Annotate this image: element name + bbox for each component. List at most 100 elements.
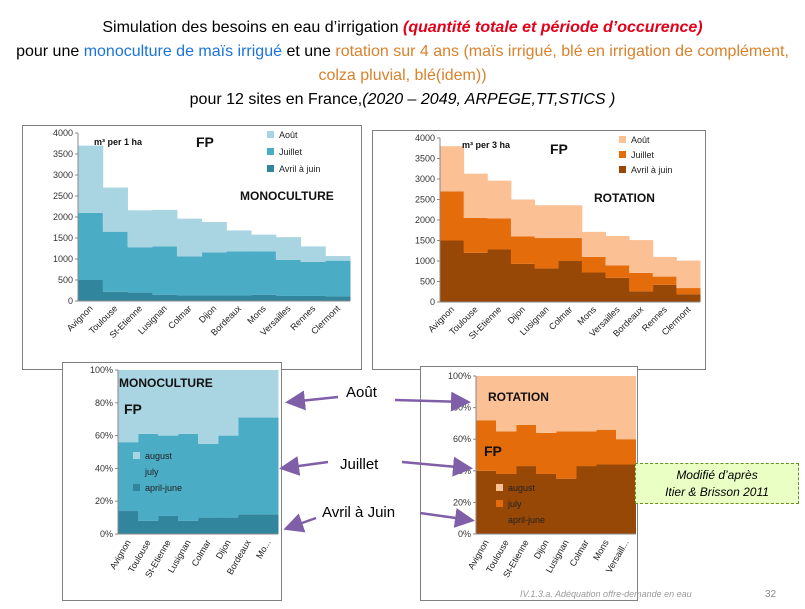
area-segment-ao-t-stetienne <box>487 180 512 219</box>
area-segment-august-mons <box>596 376 617 430</box>
unit-label: m³ per 1 ha <box>94 137 143 147</box>
chart-system-label: MONOCULTURE <box>119 376 213 390</box>
area-segment-juillet-toulouse <box>463 217 488 253</box>
area-segment-juillet-dijon <box>510 236 536 264</box>
callout-aout: Août <box>346 384 377 401</box>
area-segment-july-lusignan <box>178 433 199 521</box>
arrow-avril-left <box>283 513 317 533</box>
area-segment-july-avignon <box>476 420 497 471</box>
callout-avril: Avril à Juin <box>322 504 396 521</box>
area-segment-avril-juin-toulouse <box>463 252 488 302</box>
x-category-label: Colmar <box>547 304 575 332</box>
area-segment-juillet-bordeaux <box>629 272 654 292</box>
y-tick-label: 4000 <box>415 133 435 143</box>
chart-monoculture-absolute: 05001000150020002500300035004000AvignonT… <box>53 128 351 340</box>
area-segment-juillet-bordeaux <box>226 251 252 296</box>
area-segment-august-stetienne <box>516 376 537 425</box>
fp-tag: FP <box>124 401 142 417</box>
x-category-label: Dijon <box>197 303 219 325</box>
legend-entry: Août <box>631 135 650 145</box>
legend-entry: Avril à juin <box>631 165 672 175</box>
legend-swatch <box>267 148 274 155</box>
area-segment-april-june-dijon <box>536 473 557 534</box>
fp-tag: FP <box>196 134 214 150</box>
area-segment-july-toulouse <box>496 431 517 474</box>
area-segment-august-toulouse <box>496 376 517 432</box>
area-segment-avril-juin-mons <box>581 272 606 302</box>
area-segment-july-dijon <box>536 432 557 474</box>
callout-juillet: Juillet <box>340 456 379 473</box>
legend-entry: Avril à juin <box>279 164 320 174</box>
area-segment-avril-juin-avignon <box>78 280 104 301</box>
legend-swatch <box>496 484 503 491</box>
area-segment-juillet-versailles <box>275 259 302 296</box>
y-tick-label: 1000 <box>415 256 435 266</box>
y-tick-label: 40% <box>453 466 471 476</box>
y-tick-label: 100% <box>90 365 113 375</box>
area-segment-july-stetienne <box>516 424 537 467</box>
title-line1-a: Simulation des besoins en eau d’irrigati… <box>102 19 403 36</box>
x-category-label: Mo... <box>254 538 273 560</box>
area-segment-avril-juin-bordeaux <box>226 295 252 301</box>
area-segment-juillet-lusignan <box>534 238 559 269</box>
title-line3-a: pour 12 sites en France, <box>189 91 363 108</box>
slide-title: Simulation des besoins en eau d’irrigati… <box>0 16 805 112</box>
title-line2-c: et une <box>282 43 336 60</box>
area-segment-avril-juin-rennes <box>300 295 326 301</box>
area-segment-avril-juin-clermont <box>325 296 351 301</box>
area-segment-ao-t-clermont <box>676 260 701 289</box>
area-segment-avril-juin-colmar <box>558 261 583 302</box>
area-segment-july-dijon <box>218 435 239 518</box>
area-segment-april-june-avignon <box>476 470 497 534</box>
y-tick-label: 20% <box>95 496 113 506</box>
y-tick-label: 500 <box>420 277 435 287</box>
y-tick-label: 0% <box>100 529 113 539</box>
area-segment-july-colmar <box>576 431 597 467</box>
title-line3-b: (2020 – 2049, ARPEGE,TT,STICS ) <box>362 91 616 108</box>
area-segment-avril-juin-versailles <box>605 277 630 302</box>
chart-monoculture-percent: 0%20%40%60%80%100%AvignonToulouseSt-Etie… <box>90 365 279 579</box>
legend-swatch <box>496 516 503 523</box>
area-segment-avril-juin-bordeaux <box>629 291 654 302</box>
y-tick-label: 3500 <box>53 149 73 159</box>
area-segment-april-june-lusignan <box>178 520 199 534</box>
y-tick-label: 40% <box>95 463 113 473</box>
legend-swatch <box>133 484 140 491</box>
area-segment-august-versailles <box>616 376 636 440</box>
legend-entry: april-june <box>145 483 182 493</box>
area-segment-april-june-toulouse <box>138 520 159 534</box>
area-segment-ao-t-toulouse <box>102 187 128 232</box>
unit-label: m³ per 3 ha <box>462 140 511 150</box>
legend-entry: august <box>145 451 173 461</box>
area-segment-july-bordeaux <box>238 417 259 515</box>
legend-swatch <box>267 165 274 172</box>
y-tick-label: 0 <box>430 297 435 307</box>
area-segment-august-avignon <box>118 370 139 443</box>
area-segment-avril-juin-versailles <box>275 295 302 301</box>
legend-swatch <box>133 452 140 459</box>
area-segment-august-lusignan <box>178 370 199 434</box>
area-segment-juillet-avignon <box>78 212 104 280</box>
area-segment-ao-t-colmar <box>176 218 203 257</box>
y-tick-label: 2000 <box>53 212 73 222</box>
area-segment-avril-juin-colmar <box>176 295 203 301</box>
area-segment-ao-t-avignon <box>78 145 104 213</box>
area-segment-april-june-lusignan <box>556 478 577 534</box>
area-segment-avril-juin-clermont <box>676 294 701 302</box>
y-tick-label: 0% <box>458 529 471 539</box>
y-tick-label: 20% <box>453 497 471 507</box>
area-segment-juillet-colmar <box>558 238 583 261</box>
area-segment-ao-t-rennes <box>300 246 326 262</box>
area-segment-ao-t-bordeaux <box>629 240 654 273</box>
note-line1: Modifié d’après <box>676 468 758 482</box>
area-segment-avril-juin-mons <box>251 294 277 301</box>
y-tick-label: 0 <box>68 296 73 306</box>
area-segment-juillet-colmar <box>176 256 203 296</box>
area-segment-ao-t-avignon <box>440 146 465 192</box>
area-segment-ao-t-versailles <box>275 237 302 260</box>
area-segment-april-june-colmar <box>198 517 219 534</box>
area-segment-ao-t-lusignan <box>534 205 559 239</box>
area-segment-juillet-clermont <box>325 260 351 297</box>
area-segment-avril-juin-lusignan <box>152 294 178 301</box>
area-segment-juillet-stetienne <box>487 218 512 250</box>
